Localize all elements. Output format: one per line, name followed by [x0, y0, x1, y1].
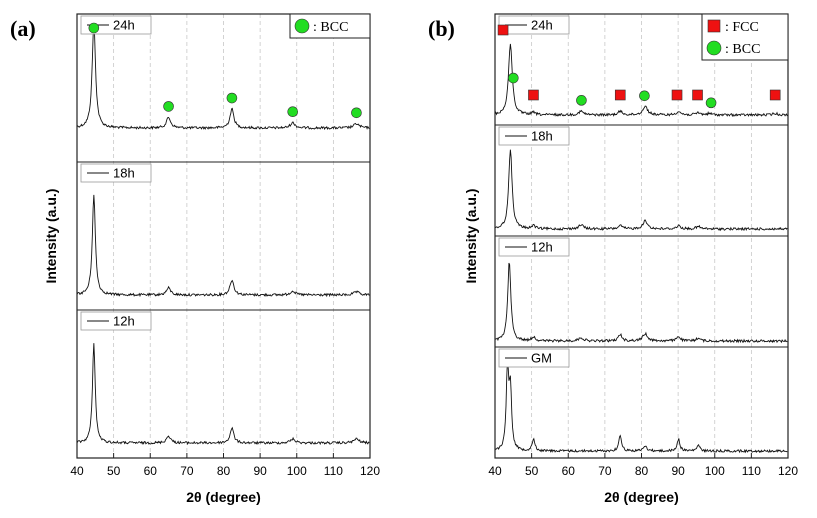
bcc-marker	[705, 97, 717, 109]
xrd-trace-12h	[76, 343, 370, 446]
xrd-trace-24h	[494, 43, 788, 118]
sample-label-box	[498, 348, 570, 368]
x-axis-title: 2θ (degree)	[186, 489, 260, 505]
legend-label-fcc: : FCC	[725, 20, 759, 35]
y-axis-title: Intensity (a.u.)	[43, 189, 59, 284]
x-tick-label: 70	[180, 464, 194, 478]
x-tick-label: 120	[778, 464, 798, 478]
legend-bcc-swatch	[706, 40, 722, 56]
fcc-marker	[769, 89, 781, 101]
bcc-marker	[351, 107, 362, 119]
x-tick-label: 110	[742, 464, 761, 478]
bcc-marker	[88, 22, 100, 34]
x-tick-label: 60	[144, 464, 158, 478]
bcc-marker	[576, 95, 587, 106]
sample-label-box	[80, 163, 152, 183]
sample-label-box	[498, 237, 570, 257]
bcc-marker	[226, 92, 238, 104]
legend-label-bcc: : BCC	[313, 20, 348, 35]
y-axis-title: Intensity (a.u.)	[463, 189, 479, 284]
xrd-trace-18h	[494, 149, 788, 232]
bcc-marker	[287, 106, 299, 117]
x-tick-label: 80	[217, 464, 231, 478]
x-tick-label: 100	[287, 464, 307, 478]
x-tick-label: 90	[253, 464, 267, 478]
sample-label-24h: 24h	[531, 18, 553, 33]
x-tick-label: 110	[324, 464, 343, 478]
panel-0: 24h 18h 12h 40 50 60 70 80 90 100 110 120 2θ (degree…	[10, 13, 380, 505]
sample-label-12h: 12h	[531, 240, 553, 255]
fcc-marker	[671, 89, 683, 101]
sample-label-12h: 12h	[113, 314, 135, 329]
x-axis-title: 2θ (degree)	[604, 489, 678, 505]
panel-label: (b)	[428, 16, 455, 41]
fcc-marker	[614, 89, 626, 101]
sample-label-GM: GM	[531, 351, 552, 366]
x-tick-label: 40	[70, 464, 84, 478]
legend-fcc-swatch	[707, 19, 721, 33]
xrd-trace-GM	[494, 359, 788, 454]
bcc-marker	[163, 101, 174, 112]
sample-label-18h: 18h	[113, 166, 135, 181]
x-tick-label: 70	[598, 464, 612, 478]
x-tick-label: 90	[671, 464, 685, 478]
bcc-marker	[508, 72, 519, 84]
x-tick-label: 50	[525, 464, 539, 478]
legend-label-bcc: : BCC	[725, 42, 760, 57]
fcc-marker	[497, 24, 509, 36]
xrd-trace-18h	[76, 194, 370, 298]
fcc-marker	[692, 89, 703, 101]
x-tick-label: 120	[360, 464, 380, 478]
xrd-trace-24h	[76, 22, 370, 131]
x-tick-label: 80	[635, 464, 649, 478]
x-tick-label: 50	[107, 464, 121, 478]
fcc-marker	[528, 89, 539, 101]
sample-label-box	[498, 126, 570, 146]
sample-label-24h: 24h	[113, 18, 135, 33]
sample-label-18h: 18h	[531, 129, 553, 144]
panel-1: 24h 18h 12h GM 40 50 60 70 80 90 100 110 120 2θ (degr…	[428, 13, 798, 505]
x-tick-label: 60	[562, 464, 576, 478]
xrd-trace-12h	[494, 262, 788, 344]
legend-bcc-swatch	[294, 18, 310, 34]
sample-label-box	[80, 311, 152, 331]
panel-label: (a)	[10, 16, 36, 41]
x-tick-label: 40	[488, 464, 502, 478]
x-tick-label: 100	[705, 464, 725, 478]
bcc-marker	[639, 90, 650, 102]
